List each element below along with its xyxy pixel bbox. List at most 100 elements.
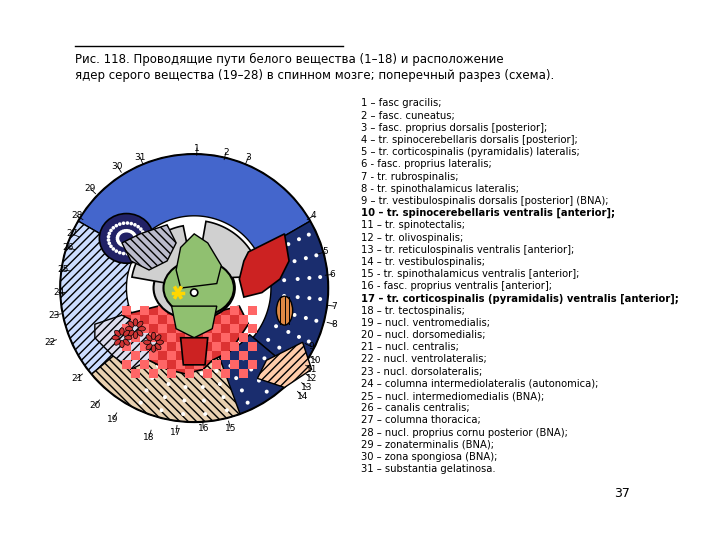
Circle shape [287,330,290,334]
Text: 26 – canalis centralis;: 26 – canalis centralis; [361,403,470,413]
Bar [221,352,230,360]
Bar [140,306,149,315]
Bar [176,306,185,315]
Circle shape [116,238,120,241]
Bar [230,360,239,369]
Circle shape [125,221,129,225]
Bar [212,342,221,352]
Text: 2 – fasc. cuneatus;: 2 – fasc. cuneatus; [361,111,455,120]
Ellipse shape [99,213,153,263]
Circle shape [296,295,300,299]
Bar [194,360,203,369]
Text: 20 – nucl. dorsomedialis;: 20 – nucl. dorsomedialis; [361,330,486,340]
Ellipse shape [137,330,143,336]
Circle shape [143,237,146,240]
Bar [239,352,248,360]
Circle shape [132,241,135,245]
Circle shape [139,227,143,231]
Circle shape [130,242,134,246]
Text: 13 – tr. reticulospinalis ventralis [anterior];: 13 – tr. reticulospinalis ventralis [ant… [361,245,575,255]
Text: 8: 8 [331,320,337,329]
Ellipse shape [137,321,143,327]
Circle shape [125,244,129,248]
Circle shape [279,309,284,313]
Circle shape [170,369,174,373]
Text: 4: 4 [310,211,316,220]
Circle shape [121,244,125,247]
Circle shape [117,233,120,236]
Circle shape [129,244,132,247]
Polygon shape [194,221,261,288]
Circle shape [307,233,311,237]
Polygon shape [258,342,312,387]
Bar [131,315,140,324]
Text: 1 – fasc gracilis;: 1 – fasc gracilis; [361,98,442,109]
Text: 31 – substantia gelatinosa.: 31 – substantia gelatinosa. [361,464,496,474]
Polygon shape [132,226,194,288]
Bar [248,306,258,315]
Bar [194,306,203,315]
Bar [212,360,221,369]
Circle shape [112,247,115,251]
Circle shape [133,223,137,227]
Circle shape [134,237,138,240]
Circle shape [222,395,225,399]
Text: 14 – tr. vestibulospinalis;: 14 – tr. vestibulospinalis; [361,257,485,267]
Polygon shape [122,225,176,270]
Text: 22 - nucl. ventrolateralis;: 22 - nucl. ventrolateralis; [361,354,487,364]
Text: 13: 13 [302,383,313,392]
Bar [167,369,176,379]
Text: 15: 15 [225,423,236,433]
Circle shape [199,372,204,375]
Circle shape [296,359,300,362]
Bar [158,324,167,333]
Circle shape [129,230,132,233]
Bar [212,306,221,315]
Text: 30 – zona spongiosa (BNA);: 30 – zona spongiosa (BNA); [361,452,498,462]
Text: 1: 1 [194,144,199,153]
Text: 24 – columna intermediolateralis (autonomica);: 24 – columna intermediolateralis (autono… [361,379,598,389]
Circle shape [287,242,290,246]
Ellipse shape [155,344,161,350]
Bar [248,342,258,352]
Circle shape [133,235,137,239]
Ellipse shape [123,330,130,336]
Ellipse shape [151,332,156,340]
Bar [239,369,248,379]
Circle shape [304,316,308,320]
Bar [221,333,230,342]
Bar [158,342,167,352]
Ellipse shape [151,345,156,352]
Text: 17: 17 [171,428,182,437]
Ellipse shape [146,335,152,341]
Circle shape [202,399,206,402]
Bar [176,324,185,333]
Text: 30: 30 [112,161,123,171]
Circle shape [118,222,122,226]
Text: 3: 3 [246,153,251,161]
Polygon shape [95,315,158,369]
Text: 14: 14 [297,392,308,401]
Text: 20: 20 [89,401,101,410]
Circle shape [218,382,222,386]
Circle shape [225,408,229,412]
Text: 25: 25 [58,266,69,274]
Circle shape [246,401,250,404]
Polygon shape [181,338,208,365]
Bar [176,360,185,369]
Bar [230,306,239,315]
Circle shape [132,232,135,235]
Circle shape [125,229,129,233]
Text: 24: 24 [53,288,64,297]
Circle shape [203,412,207,416]
Ellipse shape [123,339,130,345]
Bar [221,315,230,324]
Bar [230,324,239,333]
Text: 7 - tr. rubrospinalis;: 7 - tr. rubrospinalis; [361,172,459,181]
Circle shape [257,379,261,382]
Circle shape [136,248,140,252]
Ellipse shape [133,332,138,339]
Circle shape [116,236,120,239]
Text: 15 - tr. spinothalamicus ventralis [anterior];: 15 - tr. spinothalamicus ventralis [ante… [361,269,580,279]
Text: 26: 26 [62,243,73,252]
